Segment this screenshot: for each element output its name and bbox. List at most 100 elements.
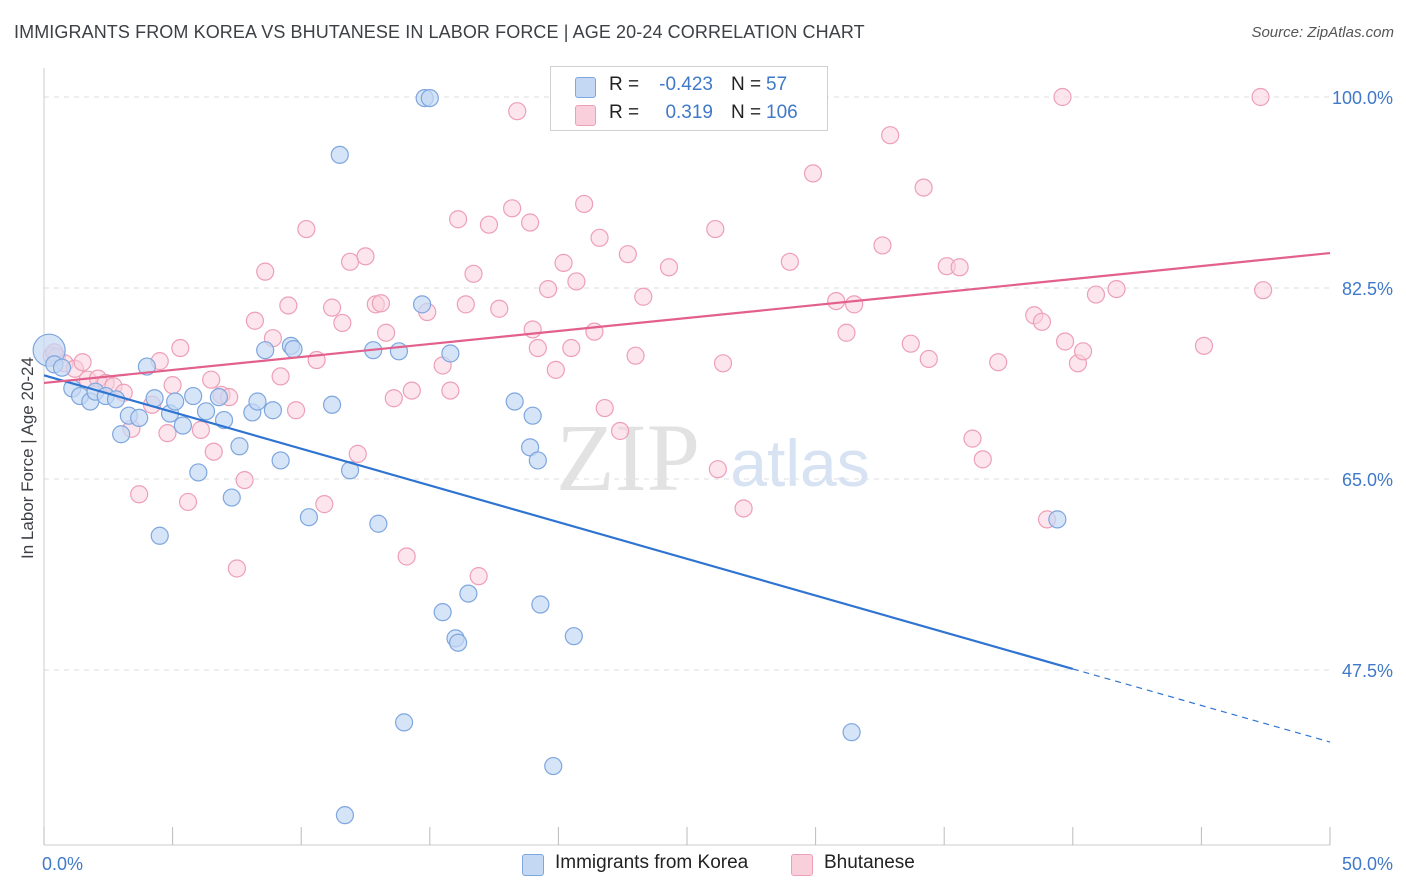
korea-n-label: N = (731, 74, 762, 95)
x-tick-labels: 0.0% 50.0% (42, 854, 1393, 874)
korea-point (230, 437, 249, 456)
bhutanese-point (595, 398, 614, 418)
bhutanese-point (554, 253, 573, 272)
bhutanese-point (521, 213, 540, 232)
bhutanese-point (611, 421, 630, 441)
korea-point (394, 713, 414, 732)
bhutanese-point (567, 272, 586, 291)
bhutanese-point (163, 376, 182, 395)
watermark: ZIP atlas (556, 404, 870, 511)
bhutanese-point (1251, 87, 1270, 107)
y-tick-labels: 47.5% 65.0% 82.5% 100.0% (1332, 88, 1393, 681)
korea-n-value: 57 (766, 74, 788, 95)
bhutanese-point (469, 567, 488, 586)
legend-row-bhutanese: R = 0.319 N = 106 (551, 99, 827, 129)
korea-point (299, 508, 319, 527)
bhutanese-point (973, 450, 992, 469)
bhutanese-point (376, 323, 396, 342)
bhutanese-point (340, 252, 360, 271)
bhutanese-point (659, 258, 679, 277)
bhutanese-point (322, 298, 342, 317)
korea-point (389, 342, 409, 361)
bhutanese-point (1086, 285, 1106, 304)
korea-point (222, 488, 241, 507)
bhutanese-point (626, 346, 645, 365)
bhutanese-point (235, 470, 254, 490)
bhutanese-point (708, 460, 727, 479)
bhutanese-point (333, 313, 352, 333)
korea-point (412, 295, 432, 314)
korea-points (32, 88, 1067, 825)
bhutanese-swatch (575, 105, 596, 126)
bhutanese-r-label: R = (609, 102, 640, 123)
bhutanese-point (227, 559, 246, 578)
x-tick-label-0: 0.0% (42, 854, 83, 874)
korea-point (441, 344, 460, 363)
korea-point (173, 416, 192, 435)
korea-point (150, 526, 169, 545)
korea-point (271, 451, 290, 470)
bhutanese-point (539, 279, 558, 299)
legend-korea-label: Immigrants from Korea (555, 852, 749, 873)
grid (44, 96, 1330, 671)
bhutanese-point (989, 353, 1008, 372)
bhutanese-point (1254, 281, 1273, 300)
korea-point (248, 392, 267, 411)
bhutanese-point (245, 311, 265, 330)
bhutanese-point (562, 338, 581, 358)
bhutanese-point (256, 262, 275, 281)
korea-point (335, 806, 355, 825)
bhutanese-point (286, 401, 306, 420)
korea-point (209, 388, 228, 407)
korea-trend-line (43, 374, 1074, 670)
bhutanese-point (73, 353, 92, 372)
korea-point (433, 603, 452, 622)
korea-point (284, 340, 303, 359)
watermark-atlas: atlas (730, 426, 869, 500)
bhutanese-point (845, 295, 864, 314)
korea-point (1048, 510, 1067, 529)
bhutanese-point (1194, 336, 1214, 355)
korea-point (256, 341, 275, 360)
bhutanese-points (42, 87, 1273, 586)
bhutanese-point (315, 495, 334, 514)
bhutanese-point (1107, 279, 1126, 299)
bhutanese-point (1073, 342, 1093, 361)
bhutanese-point (348, 444, 367, 463)
bhutanese-point (171, 338, 190, 358)
korea-point (263, 401, 283, 420)
korea-point (505, 392, 524, 411)
korea-point (214, 410, 234, 430)
korea-point (448, 633, 468, 652)
bhutanese-point (297, 219, 316, 239)
korea-swatch (575, 77, 596, 98)
korea-point (52, 358, 72, 377)
korea-point (420, 88, 439, 108)
legend-korea-swatch (522, 854, 544, 876)
series-legend: Immigrants from Korea Bhutanese (0, 852, 1406, 876)
bhutanese-point (575, 194, 594, 214)
bhutanese-point (191, 420, 210, 439)
korea-point (544, 756, 563, 776)
bhutanese-point (202, 370, 221, 389)
bhutanese-point (901, 334, 920, 353)
bhutanese-point (713, 354, 733, 373)
bhutanese-point (503, 199, 522, 218)
bhutanese-point (158, 424, 177, 443)
korea-point (459, 584, 478, 603)
bhutanese-point (523, 320, 542, 339)
korea-r-label: R = (609, 74, 640, 95)
korea-point (166, 392, 185, 411)
bhutanese-point (479, 215, 499, 234)
bhutanese-point (204, 442, 223, 461)
bhutanese-point (1055, 332, 1075, 351)
korea-point (531, 595, 550, 614)
x-tick-label-1: 50.0% (1342, 854, 1393, 874)
korea-point (842, 723, 861, 742)
trend-lines (43, 251, 1331, 743)
bhutanese-point (271, 367, 290, 386)
bhutanese-point (490, 299, 509, 318)
bhutanese-point (448, 210, 468, 229)
bhutanese-point (634, 287, 653, 306)
y-tick-label-2: 82.5% (1342, 279, 1393, 299)
